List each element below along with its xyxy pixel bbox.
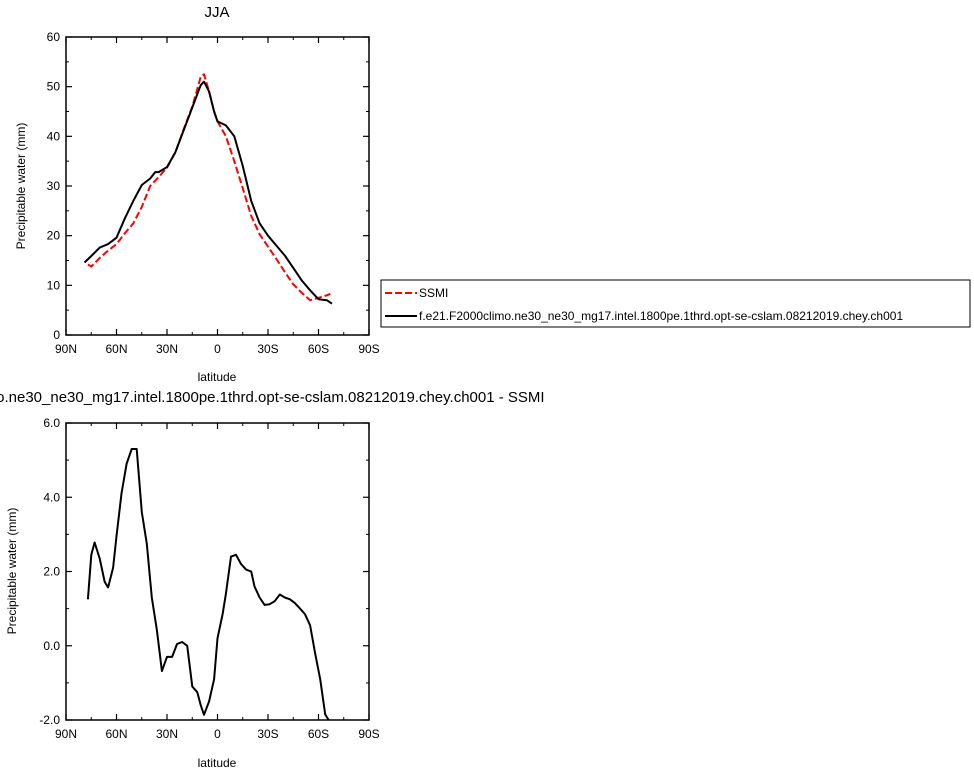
top-chart-xtick-label: 0 xyxy=(214,342,221,356)
bottom-chart-ytick-label: 0.0 xyxy=(43,639,60,653)
bottom-chart-ytick-label: -2.0 xyxy=(39,713,60,727)
top-chart-ytick-label: 50 xyxy=(47,80,61,94)
top-chart-series-line-1 xyxy=(83,80,333,305)
top-chart-axes: 90N 60N 30N 0 30S 60S 90S 0 10 20 30 40 50 60 xyxy=(47,30,380,356)
legend-label-model: f.e21.F2000climo.ne30_ne30_mg17.intel.18… xyxy=(419,309,903,323)
top-chart-ytick-label: 60 xyxy=(47,30,61,44)
bottom-chart-xtick-label: 30S xyxy=(257,727,278,741)
bottom-chart-xtick-label: 60N xyxy=(105,727,127,741)
top-chart-ytick-label: 40 xyxy=(47,129,61,143)
legend-box xyxy=(380,279,971,328)
top-chart-title: JJA xyxy=(204,4,229,21)
top-chart-xlabel: latitude xyxy=(198,370,237,384)
bottom-chart-xtick-label: 90S xyxy=(358,727,379,741)
bottom-chart-xtick-label: 0 xyxy=(214,727,221,741)
bottom-chart-title: f.e21.F2000climo.ne30_ne30_mg17.intel.18… xyxy=(0,389,545,406)
top-chart-xtick-label: 90N xyxy=(55,342,77,356)
bottom-chart-ytick-label: 2.0 xyxy=(43,565,60,579)
bottom-chart-ytick-label: 6.0 xyxy=(43,416,60,430)
top-chart-ytick-label: 10 xyxy=(47,278,61,292)
bottom-chart-series-line-0 xyxy=(86,448,330,720)
legend-label-ssmi: SSMI xyxy=(419,286,448,300)
top-chart: JJA 90N 60N 30N 0 30S 60S 90S 0 10 20 30 40 50 60 lat… xyxy=(14,4,380,384)
bottom-chart-series-group xyxy=(86,448,330,720)
top-chart-xtick-label: 30S xyxy=(257,342,278,356)
top-chart-ylabel: Precipitable water (mm) xyxy=(14,123,28,250)
legend: SSMI f.e21.F2000climo.ne30_ne30_mg17.int… xyxy=(380,279,971,328)
top-chart-xtick-label: 90S xyxy=(358,342,379,356)
bottom-chart-ylabel: Precipitable water (mm) xyxy=(5,508,19,635)
bottom-chart-xtick-label: 30N xyxy=(156,727,178,741)
bottom-chart-xlabel: latitude xyxy=(198,756,237,770)
top-chart-series-group xyxy=(83,73,333,305)
bottom-chart-xtick-label: 90N xyxy=(55,727,77,741)
top-chart-xtick-label: 30N xyxy=(156,342,178,356)
top-chart-series-line-0 xyxy=(87,73,331,302)
bottom-chart: f.e21.F2000climo.ne30_ne30_mg17.intel.18… xyxy=(0,389,545,770)
top-chart-ytick-label: 30 xyxy=(47,179,61,193)
top-chart-ytick-label: 0 xyxy=(53,328,60,342)
bottom-chart-ytick-label: 4.0 xyxy=(43,490,60,504)
top-chart-plot-frame xyxy=(65,36,370,336)
bottom-chart-axes: 90N 60N 30N 0 30S 60S 90S -2.0 0.0 2.0 4.0 6.0 xyxy=(39,416,379,741)
top-chart-ytick-label: 20 xyxy=(47,229,61,243)
top-chart-xtick-label: 60N xyxy=(105,342,127,356)
top-chart-xtick-label: 60S xyxy=(308,342,329,356)
bottom-chart-xtick-label: 60S xyxy=(308,727,329,741)
